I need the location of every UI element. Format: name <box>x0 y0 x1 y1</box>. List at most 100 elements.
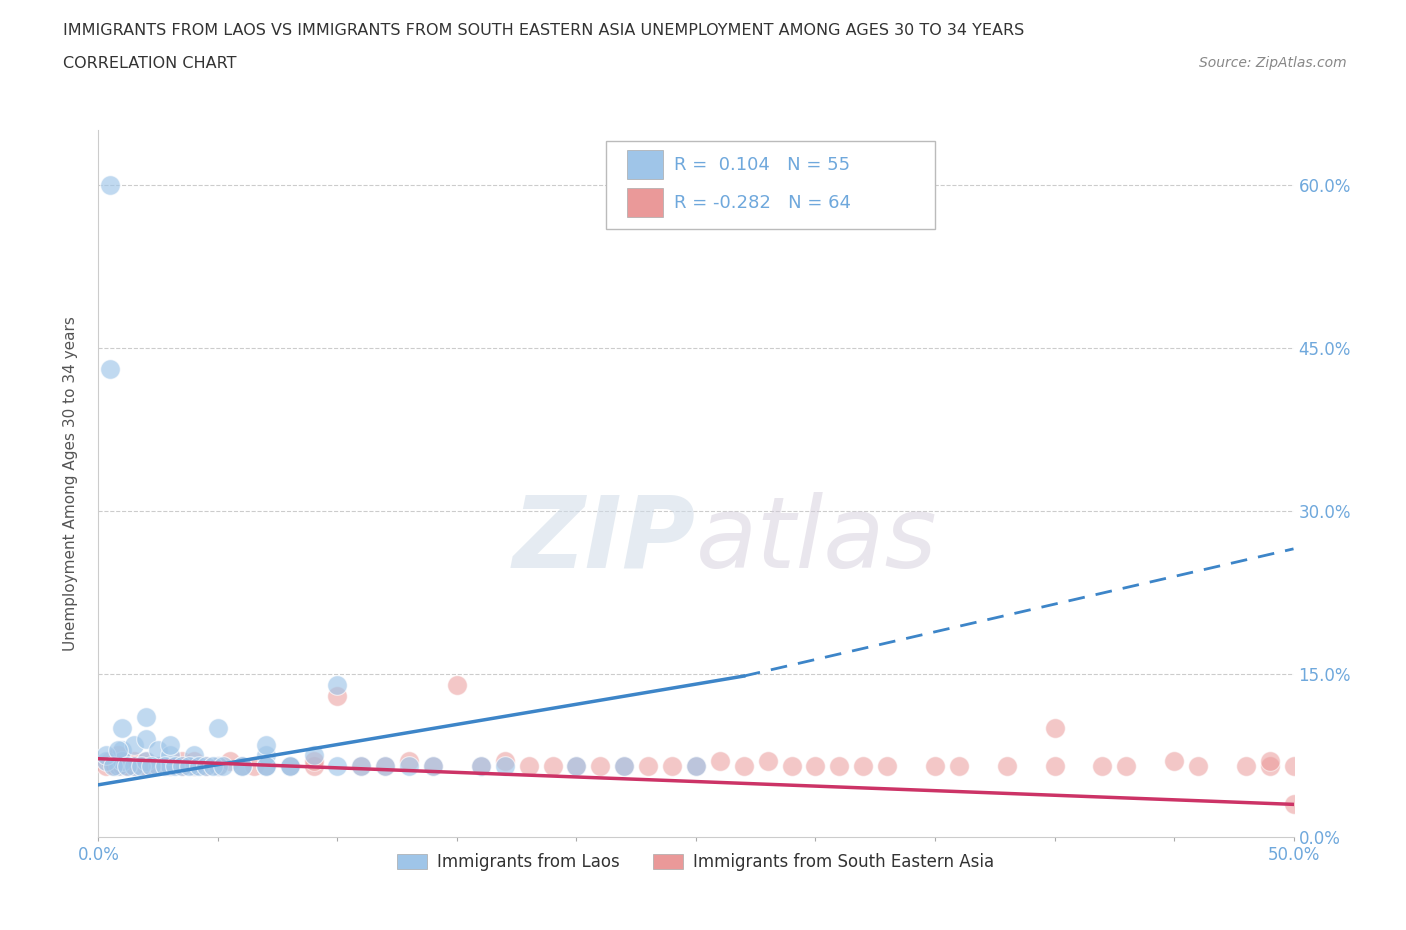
Point <box>1234 759 1257 774</box>
Point <box>179 759 201 774</box>
Point <box>111 753 134 768</box>
Point <box>148 742 170 757</box>
Point <box>211 759 233 774</box>
Point <box>135 732 157 747</box>
Point <box>446 677 468 692</box>
Text: R = -0.282   N = 64: R = -0.282 N = 64 <box>675 193 852 212</box>
Text: CORRELATION CHART: CORRELATION CHART <box>63 56 236 71</box>
Point <box>422 759 444 774</box>
Point <box>278 759 301 774</box>
Point <box>124 737 146 752</box>
Text: ZIP: ZIP <box>513 492 696 589</box>
Point <box>374 759 396 774</box>
Point <box>155 759 177 774</box>
Point <box>565 759 588 774</box>
Point <box>98 753 122 768</box>
Point <box>398 753 420 768</box>
Point <box>685 759 707 774</box>
Point <box>195 759 218 774</box>
Point <box>470 759 492 774</box>
Text: Source: ZipAtlas.com: Source: ZipAtlas.com <box>1199 56 1347 70</box>
Point <box>1187 759 1209 774</box>
Point <box>733 759 755 774</box>
Point <box>1115 759 1137 774</box>
Point <box>637 759 659 774</box>
Point <box>183 759 205 774</box>
Point <box>159 748 181 763</box>
Point <box>231 759 253 774</box>
Point <box>148 759 170 774</box>
Point <box>1043 759 1066 774</box>
Point <box>374 759 396 774</box>
Point <box>183 753 205 768</box>
Point <box>254 748 277 763</box>
Point <box>159 737 181 752</box>
Point <box>1163 753 1185 768</box>
Point <box>183 759 205 774</box>
Point <box>111 721 134 736</box>
Point <box>995 759 1018 774</box>
Point <box>231 759 253 774</box>
Point <box>131 759 153 774</box>
Point <box>494 753 516 768</box>
Point <box>124 759 146 774</box>
Point <box>202 759 225 774</box>
Text: R =  0.104   N = 55: R = 0.104 N = 55 <box>675 155 851 174</box>
Point <box>1258 759 1281 774</box>
Point <box>135 710 157 724</box>
Point <box>115 759 138 774</box>
Point <box>876 759 898 774</box>
Point <box>828 759 851 774</box>
Point <box>254 759 277 774</box>
Text: atlas: atlas <box>696 492 938 589</box>
Point <box>243 759 266 774</box>
Point <box>254 737 277 752</box>
Point <box>94 753 117 768</box>
Point <box>398 759 420 774</box>
Point <box>350 759 373 774</box>
Point <box>302 759 325 774</box>
Point <box>326 677 349 692</box>
Point <box>948 759 970 774</box>
Point <box>159 759 181 774</box>
Point <box>565 759 588 774</box>
Point <box>422 759 444 774</box>
Point <box>207 759 229 774</box>
Point <box>148 759 170 774</box>
Point <box>326 759 349 774</box>
Point <box>172 759 194 774</box>
Point <box>111 753 134 768</box>
Y-axis label: Unemployment Among Ages 30 to 34 years: Unemployment Among Ages 30 to 34 years <box>63 316 79 651</box>
Point <box>159 759 181 774</box>
Point <box>94 759 117 774</box>
Point <box>207 721 229 736</box>
Point <box>219 753 242 768</box>
Point <box>207 759 229 774</box>
Point <box>172 759 194 774</box>
Point <box>135 753 157 768</box>
Point <box>231 759 253 774</box>
Point <box>852 759 875 774</box>
Point <box>685 759 707 774</box>
Point <box>98 362 122 377</box>
Point <box>111 759 134 774</box>
Point <box>709 753 731 768</box>
Point <box>326 688 349 703</box>
Point <box>98 177 122 192</box>
Point <box>111 742 134 757</box>
Point <box>350 759 373 774</box>
Point <box>517 759 540 774</box>
Point <box>254 759 277 774</box>
Point <box>135 759 157 774</box>
Point <box>172 753 194 768</box>
Point <box>470 759 492 774</box>
Point <box>278 759 301 774</box>
Point <box>94 748 117 763</box>
Point <box>1282 759 1305 774</box>
Point <box>107 742 129 757</box>
Point <box>187 759 209 774</box>
Legend: Immigrants from Laos, Immigrants from South Eastern Asia: Immigrants from Laos, Immigrants from So… <box>391 847 1001 878</box>
Point <box>101 759 124 774</box>
Point <box>124 753 146 768</box>
Point <box>1091 759 1114 774</box>
